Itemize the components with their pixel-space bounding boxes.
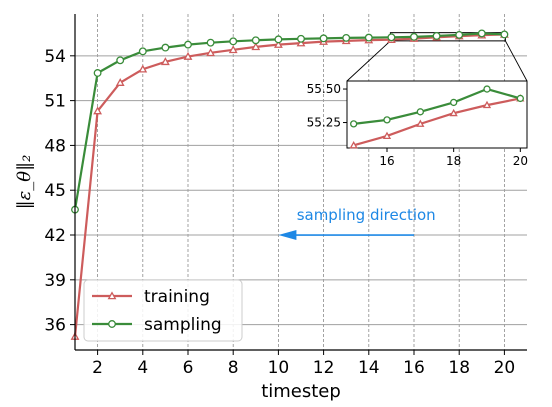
legend-entry-training: training <box>92 287 210 307</box>
inset-training-point <box>449 108 458 117</box>
inset-x-tick-label: 16 <box>379 154 394 168</box>
legend: training sampling <box>83 279 243 342</box>
y-tick-label: 45 <box>44 181 66 201</box>
sampling-point <box>319 34 328 43</box>
inset-sampling-point <box>483 85 491 93</box>
inset-sampling-line <box>353 87 521 125</box>
inset-frame <box>346 80 528 149</box>
inset-training-point <box>416 119 425 127</box>
x-axis-label: timestep <box>261 381 341 402</box>
y-tick-label: 42 <box>44 226 66 246</box>
legend-swatch-marker <box>108 320 116 328</box>
annotation-label: sampling direction <box>297 206 436 224</box>
x-tick-label: 6 <box>183 358 194 378</box>
legend-entry-sampling: sampling <box>92 315 222 335</box>
training-point <box>273 39 283 48</box>
sampling-point <box>342 33 351 42</box>
inset-y-tick-label: 55.50 <box>307 82 341 96</box>
inset-sampling-point <box>450 98 458 107</box>
x-tick-label: 20 <box>494 358 516 378</box>
training-point <box>93 106 103 115</box>
main-axes <box>74 14 527 351</box>
inset-training-point <box>382 131 392 139</box>
sampling-series <box>71 29 509 214</box>
sampling-point <box>251 36 260 45</box>
inset-sampling-point <box>516 94 524 103</box>
inset-x-tick-label: 20 <box>513 154 528 168</box>
x-tick-label: 2 <box>92 358 103 378</box>
sampling-point <box>297 34 305 43</box>
y-tick-label: 54 <box>44 47 66 67</box>
sampling-point <box>410 32 418 41</box>
training-point <box>160 57 170 66</box>
training-point <box>228 45 238 54</box>
sampling-point <box>161 43 170 52</box>
inset-sampling-point <box>383 116 391 124</box>
annotation-arrow-head <box>278 230 297 241</box>
sampling-point <box>500 30 509 39</box>
y-tick-label: 48 <box>44 136 66 156</box>
legend-swatch-marker <box>107 291 117 300</box>
sampling-point <box>229 37 238 46</box>
x-tick-label: 14 <box>358 358 380 378</box>
inset-sampling-point <box>350 120 358 128</box>
legend-label: training <box>144 287 210 307</box>
sampling-point <box>387 33 396 42</box>
sampling-point <box>274 35 283 44</box>
inset-training-point <box>349 140 358 149</box>
x-tick-label: 16 <box>403 358 425 378</box>
legend-label: sampling <box>144 315 222 335</box>
training-line <box>73 33 505 337</box>
training-point <box>251 42 261 51</box>
zoom-connector <box>505 40 528 82</box>
x-tick-label: 12 <box>313 358 335 378</box>
sampling-point <box>455 30 464 39</box>
training-point <box>206 48 216 57</box>
x-tick-label: 18 <box>448 358 470 378</box>
inset-training-point <box>482 100 492 109</box>
x-tick-label: 8 <box>228 358 239 378</box>
training-point <box>138 64 148 73</box>
training-point <box>183 51 193 60</box>
sampling-point <box>138 47 147 56</box>
training-point <box>115 78 125 86</box>
y-tick-label: 51 <box>44 92 66 112</box>
sampling-point <box>432 32 441 40</box>
inset-chart: 16 18 20 55.25 55.50 <box>307 80 528 168</box>
x-tick-label: 4 <box>137 358 148 378</box>
sampling-point <box>364 33 373 42</box>
y-axis-label: ‖ε_θ‖₂ <box>14 155 35 210</box>
sampling-point <box>116 56 125 65</box>
sampling-point <box>206 38 215 47</box>
zoom-connector <box>346 40 391 82</box>
inset-sampling-series <box>350 85 524 128</box>
inset-sampling-point <box>416 108 424 116</box>
training-point <box>296 38 306 47</box>
y-tick-label: 39 <box>44 271 66 291</box>
x-tick-label: 10 <box>268 358 290 378</box>
inset-y-tick-label: 55.25 <box>307 116 341 130</box>
annotation: sampling direction <box>278 206 436 241</box>
y-tick-label: 36 <box>44 316 66 336</box>
sampling-point <box>93 69 102 77</box>
inset-training-line <box>353 97 521 147</box>
main-series <box>70 29 509 340</box>
inset-x-tick-label: 18 <box>446 154 461 168</box>
sampling-point <box>477 29 486 38</box>
sampling-point <box>184 40 192 49</box>
main-ticks: 2 4 6 8 10 12 14 16 18 20 36 39 42 45 48 51 54 <box>44 47 515 378</box>
